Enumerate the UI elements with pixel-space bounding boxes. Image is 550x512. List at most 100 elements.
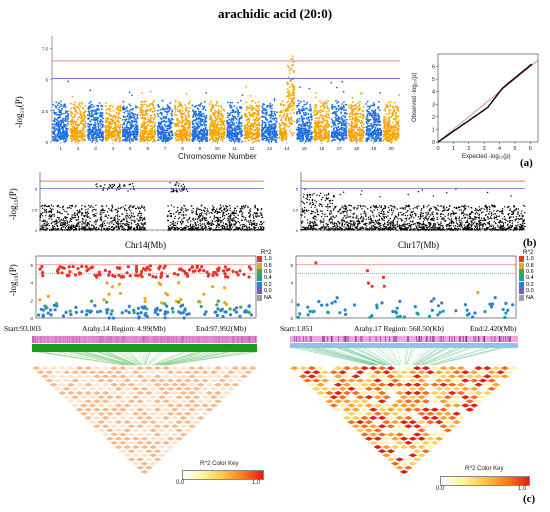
manhattan-point [254, 137, 257, 139]
manhattan-point [94, 109, 97, 112]
manhattan-point [184, 104, 187, 106]
manhattan-point [167, 120, 170, 123]
manhattan-point [273, 99, 276, 102]
manhattan-point [202, 112, 205, 115]
manhattan-point [195, 113, 198, 116]
manhattan-point [198, 110, 200, 113]
manhattan-point [362, 106, 365, 108]
manhattan-point [140, 106, 143, 109]
manhattan-point [196, 125, 199, 128]
manhattan-point [59, 134, 62, 137]
manhattan-point [340, 112, 343, 114]
manhattan-point [154, 124, 157, 127]
manhattan-point [342, 123, 345, 125]
manhattan-point [157, 132, 160, 134]
manhattan-point [168, 134, 171, 137]
manhattan-point [101, 139, 104, 142]
manhattan-point [343, 131, 346, 133]
manhattan-point [366, 105, 369, 108]
manhattan-point [205, 138, 208, 140]
manhattan-point [289, 80, 292, 82]
manhattan-point [319, 100, 321, 103]
manhattan-point [59, 136, 62, 139]
manhattan-point [153, 134, 155, 137]
manhattan-point [273, 133, 275, 136]
manhattan-point [122, 116, 125, 118]
manhattan-point [161, 99, 164, 102]
manhattan-point [82, 124, 85, 127]
manhattan-point [175, 139, 178, 142]
manhattan-point [144, 117, 147, 119]
manhattan-point [129, 115, 132, 118]
manhattan-point [314, 103, 317, 106]
manhattan-point [335, 134, 338, 137]
manhattan-point [145, 131, 148, 133]
manhattan-point [131, 125, 133, 127]
manhattan-point [359, 107, 361, 110]
manhattan-point [238, 121, 240, 124]
manhattan-point [219, 124, 222, 127]
manhattan-point [246, 124, 249, 126]
manhattan-point [257, 112, 260, 115]
manhattan-point [196, 107, 199, 110]
manhattan-point [218, 112, 221, 115]
manhattan-point [320, 139, 323, 141]
manhattan-point [323, 133, 325, 136]
manhattan-point [368, 108, 370, 110]
manhattan-point [345, 112, 348, 115]
manhattan-point [81, 139, 84, 142]
manhattan-point [139, 140, 141, 142]
manhattan-point [293, 91, 296, 94]
manhattan-point [372, 104, 375, 107]
manhattan-point [72, 130, 75, 133]
manhattan-point [95, 137, 98, 140]
manhattan-point [53, 119, 56, 121]
manhattan-point [230, 124, 233, 127]
manhattan-point [362, 114, 364, 117]
manhattan-point [215, 133, 218, 136]
manhattan-point [250, 138, 253, 141]
manhattan-point [64, 110, 67, 113]
manhattan-point [189, 133, 191, 136]
manhattan-point [184, 118, 187, 121]
manhattan-point [170, 114, 173, 117]
manhattan-point [129, 108, 132, 111]
manhattan-point [345, 130, 348, 133]
manhattan-point [201, 133, 204, 136]
manhattan-point [290, 100, 293, 102]
manhattan-point [133, 120, 135, 123]
manhattan-point [187, 114, 189, 116]
manhattan-point [144, 113, 147, 115]
manhattan-point [216, 140, 219, 143]
manhattan-point [99, 136, 102, 138]
manhattan-point [91, 114, 94, 117]
manhattan-point [131, 109, 133, 111]
manhattan-point [333, 127, 335, 130]
manhattan-point [213, 131, 216, 134]
manhattan-point [314, 128, 316, 131]
manhattan-point [344, 115, 346, 117]
manhattan-point [60, 123, 63, 126]
manhattan-point [317, 128, 320, 131]
manhattan-point [149, 138, 152, 141]
manhattan-point [67, 134, 69, 136]
manhattan-point [233, 135, 236, 138]
manhattan-point [128, 129, 131, 131]
manhattan-point [58, 114, 61, 117]
manhattan-point [315, 129, 318, 132]
manhattan-point [94, 133, 96, 136]
manhattan-point [141, 123, 144, 126]
manhattan-point [101, 125, 104, 128]
manhattan-point [251, 114, 254, 117]
manhattan-point [82, 123, 85, 125]
manhattan-point [255, 124, 258, 126]
manhattan-point [359, 130, 361, 133]
manhattan-point [142, 124, 145, 126]
manhattan-point [69, 135, 72, 138]
manhattan-point [180, 134, 183, 136]
manhattan-point [245, 108, 248, 110]
manhattan-point [52, 123, 54, 126]
manhattan-point [158, 106, 161, 108]
manhattan-point [119, 136, 121, 139]
manhattan-point [179, 112, 182, 115]
